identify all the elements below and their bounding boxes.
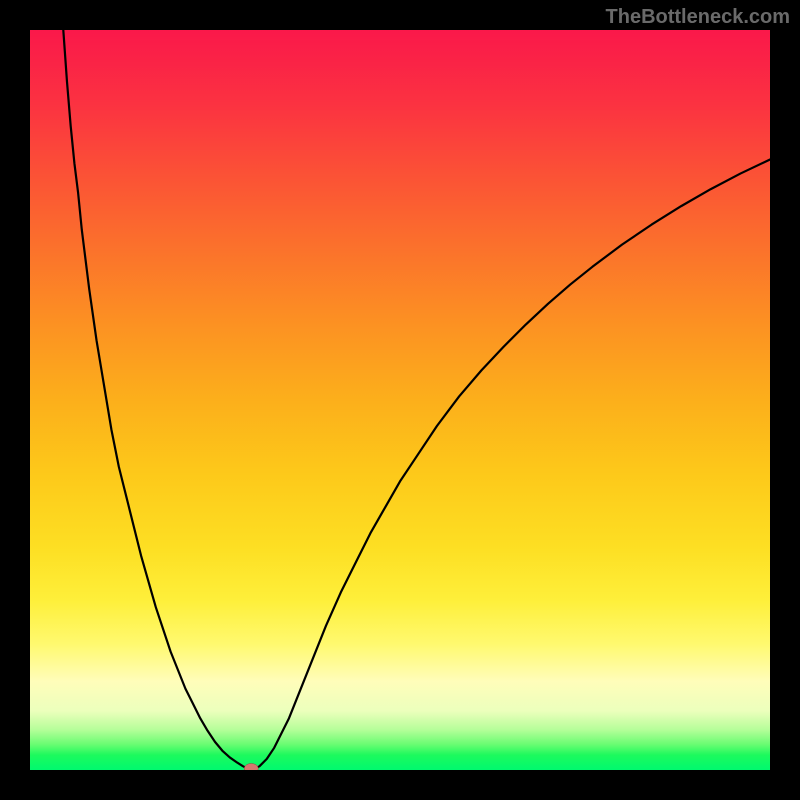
plot-area xyxy=(30,30,770,770)
chart-frame: TheBottleneck.com xyxy=(0,0,800,800)
minimum-marker xyxy=(244,764,258,770)
watermark-text: TheBottleneck.com xyxy=(606,6,790,29)
curve-layer xyxy=(30,30,770,770)
bottleneck-curve xyxy=(63,30,770,770)
